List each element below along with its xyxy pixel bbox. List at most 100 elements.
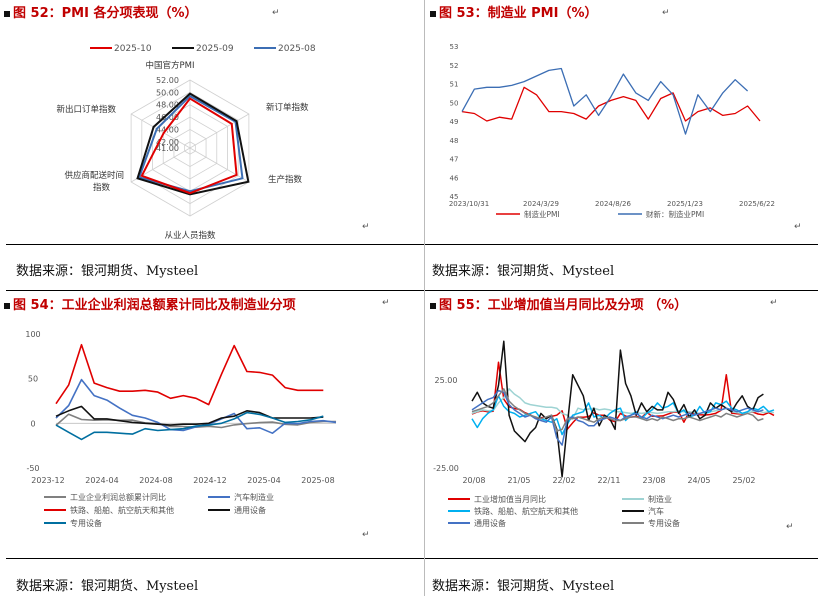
y-tick-label: 100 — [25, 330, 40, 339]
chart-p52: 52.0050.0048.0046.0044.0042.0041.00中国官方P… — [56, 44, 316, 241]
series-line-专用设备 — [471, 388, 764, 432]
radar-axis-label: 新订单指数 — [266, 102, 309, 113]
x-tick-label: 2025-08 — [301, 476, 334, 485]
radar-tick-label: 44.00 — [156, 125, 179, 134]
x-tick-label: 22/11 — [597, 476, 620, 485]
y-tick-label: 51 — [450, 81, 459, 89]
panel-title: 图 52：PMI 各分项表现（%） — [4, 2, 197, 21]
radar-tick-label: 50.00 — [156, 88, 179, 97]
x-tick-label: 2025/6/22 — [739, 200, 775, 208]
source-note: 数据来源：银河期货、Mysteel — [432, 579, 615, 594]
y-tick-label: 49 — [450, 118, 459, 126]
panel-title: 图 54：工业企业利润总额累计同比及制造业分项 — [4, 294, 296, 313]
x-tick-label: 2024/3/29 — [523, 200, 559, 208]
chart-p53: 45 46 47 48 49 50 51 52 53 2023/10/31 2024/3/29 202… — [449, 43, 775, 219]
radar-tick-label: 48.00 — [156, 101, 179, 110]
radar-spoke — [189, 147, 250, 183]
legend-label: 2025-10 — [114, 44, 152, 54]
legend-label: 2025-08 — [278, 44, 316, 54]
y-tick-label: 48 — [450, 137, 459, 145]
legend-label: 专用设备 — [70, 518, 102, 528]
y-tick-label: -50 — [26, 464, 39, 473]
legend-label: 制造业 — [648, 494, 672, 504]
radar-spoke — [130, 113, 191, 149]
series-line-汽车 — [471, 340, 764, 478]
x-tick-label: 2024-12 — [193, 476, 226, 485]
radar-tick-label: 52.00 — [156, 76, 179, 85]
x-tick-label: 22/02 — [552, 476, 575, 485]
radar-axis-label: 指数 — [93, 182, 111, 193]
legend-label: 通用设备 — [234, 505, 266, 515]
x-tick-label: 2025/1/23 — [667, 200, 703, 208]
x-tick-label: 23/08 — [642, 476, 665, 485]
series-line-专用设备 — [55, 411, 324, 441]
y-tick-label: 53 — [450, 43, 459, 51]
x-tick-label: 21/05 — [507, 476, 530, 485]
series-line-铁路、船舶、航空航天和其他 — [55, 343, 324, 406]
legend-label: 汽车 — [648, 506, 664, 516]
series-line-汽车制造业 — [55, 378, 337, 434]
divider-line — [424, 0, 425, 596]
y-tick-label: 45 — [450, 193, 459, 201]
panel-title: 图 53：制造业 PMI（%） — [430, 2, 597, 21]
return-mark: ↵ — [786, 522, 794, 532]
return-mark: ↵ — [362, 530, 370, 540]
return-mark: ↵ — [382, 298, 390, 308]
y-tick-label: 46 — [450, 174, 459, 182]
legend-label: 2025-09 — [196, 44, 234, 54]
panel-55: 图 55：工业增加值当月同比及分项 （%） ↵ -25.00 25.00 20/08… — [426, 290, 820, 558]
radar-series-2025-09 — [136, 92, 250, 196]
panel-52: 图 52：PMI 各分项表现（%） ↵ 52.00 50.00 48.00 46.00… — [0, 0, 420, 244]
y-tick-label: 50 — [450, 99, 459, 107]
x-tick-label: 2024/8/26 — [595, 200, 631, 208]
x-tick-label: 2024-08 — [139, 476, 172, 485]
x-tick-label: 24/05 — [687, 476, 710, 485]
radar-axis-label: 生产指数 — [268, 174, 303, 185]
return-mark: ↵ — [794, 222, 802, 232]
radar-axis-label: 新出口订单指数 — [56, 104, 116, 115]
chart-p54: -50 0 50 100 2023-12 2024-04 2024-08 2024-12 202… — [25, 330, 337, 528]
y-tick-label: 25.00 — [435, 376, 458, 385]
legend-label: 铁路、船舶、航空航天和其他 — [474, 506, 578, 516]
panel-54: 图 54：工业企业利润总额累计同比及制造业分项 ↵ -50 0 50 100 2023-… — [0, 290, 420, 558]
source-note: 数据来源：银河期货、Mysteel — [16, 579, 199, 594]
y-tick-label: 50 — [28, 375, 38, 384]
legend-label: 专用设备 — [648, 518, 680, 528]
divider-line — [6, 558, 818, 559]
x-tick-label: 2024-04 — [85, 476, 118, 485]
x-tick-label: 2023/10/31 — [449, 200, 489, 208]
divider-line — [6, 290, 818, 291]
series-line-通用设备 — [471, 389, 764, 446]
legend-label: 工业企业利润总额累计同比 — [70, 492, 166, 502]
panel-53: 图 53：制造业 PMI（%） ↵ 45 46 47 48 49 50 51 52 53 2023… — [426, 0, 820, 244]
series-line-财新：制造业PMI — [461, 67, 749, 135]
return-mark: ↵ — [662, 8, 670, 18]
radar-axis-label: 中国官方PMI — [146, 60, 195, 71]
x-tick-label: 2023-12 — [31, 476, 64, 485]
radar-tick-label: 42.00 — [156, 138, 179, 147]
source-note: 数据来源：银河期货、Mysteel — [432, 264, 615, 279]
return-mark: ↵ — [272, 8, 280, 18]
series-line-制造业PMI — [461, 86, 761, 122]
return-mark: ↵ — [362, 222, 370, 232]
radar-tick-label: 41.00 — [156, 144, 179, 153]
y-tick-label: -25.00 — [433, 464, 459, 473]
source-note: 数据来源：银河期货、Mysteel — [16, 264, 199, 279]
y-tick-label: 0 — [30, 419, 35, 428]
x-tick-label: 2025-04 — [247, 476, 280, 485]
return-mark: ↵ — [770, 298, 778, 308]
radar-axis-label: 从业人员指数 — [164, 230, 216, 241]
panel-title: 图 55：工业增加值当月同比及分项 （%） — [430, 294, 687, 313]
y-tick-label: 52 — [450, 62, 459, 70]
series-line-铁路、船舶、航空航天和其他 — [471, 395, 775, 436]
legend-label: 铁路、船舶、航空航天和其他 — [70, 505, 174, 515]
divider-line — [6, 244, 818, 245]
legend-label: 通用设备 — [474, 518, 506, 528]
radar-series-2025-10 — [140, 97, 238, 195]
legend-label: 制造业PMI — [524, 209, 560, 219]
radar-axis-label: 供应商配送时间 — [64, 170, 124, 181]
radar-spoke — [189, 113, 250, 149]
x-tick-label: 25/02 — [732, 476, 755, 485]
chart-p55: -25.00 25.00 20/08 21/05 22/02 22/11 23/08 24/0… — [433, 340, 775, 528]
series-line-通用设备 — [55, 405, 324, 426]
